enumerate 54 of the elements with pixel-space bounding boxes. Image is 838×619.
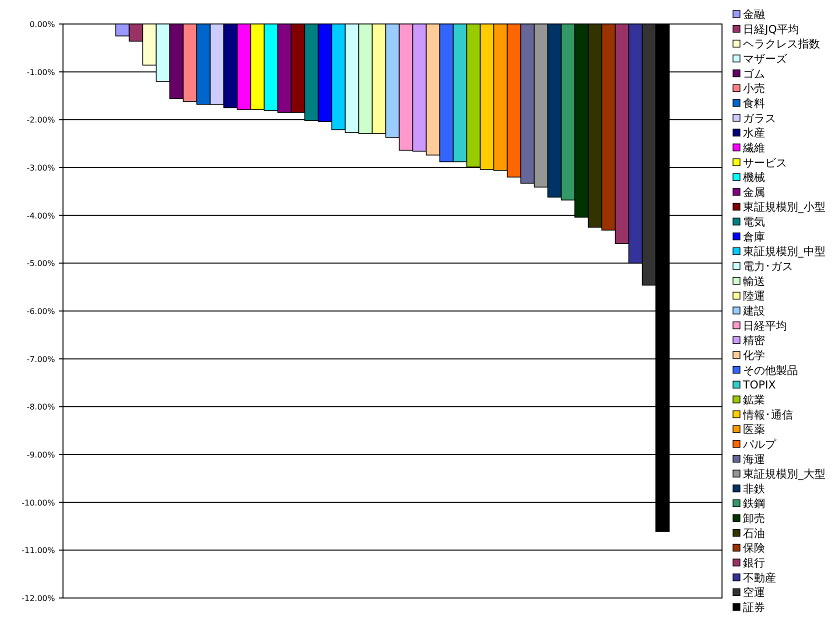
- legend-label: 建設: [742, 304, 765, 318]
- legend-label: 小売: [743, 82, 765, 96]
- legend-label: ゴム: [743, 67, 765, 80]
- y-tick-label: -11.00%: [22, 546, 56, 556]
- legend-label: 倉庫: [743, 230, 765, 244]
- legend-label: 輸送: [743, 274, 765, 288]
- legend-label: 電力･ガス: [743, 260, 793, 274]
- y-tick-label: 0.00%: [30, 20, 56, 29]
- y-tick-label: -12.00%: [22, 594, 56, 603]
- legend-label: 非鉄: [743, 482, 765, 496]
- legend-label: 東証規模別_大型: [743, 468, 826, 481]
- legend-label: 電気: [743, 216, 765, 229]
- legend-label: 情報･通信: [742, 408, 793, 422]
- legend-label: パルプ: [742, 438, 777, 451]
- legend-label: 精密: [743, 334, 765, 348]
- y-tick-label: -7.00%: [26, 354, 56, 364]
- legend-label: 保険: [743, 542, 765, 555]
- legend-label: 東証規模別_中型: [743, 245, 826, 258]
- legend-label: 繊維: [742, 141, 765, 154]
- y-tick-label: -10.00%: [22, 498, 56, 508]
- y-tick-label: -8.00%: [26, 402, 56, 412]
- legend-label: ヘラクレス指数: [743, 38, 820, 51]
- y-tick-label: -1.00%: [26, 68, 56, 77]
- y-tick-label: -6.00%: [26, 307, 56, 316]
- legend-label: 金融: [743, 8, 765, 21]
- legend-label: 水産: [743, 126, 765, 140]
- legend-label: 不動産: [743, 571, 776, 584]
- legend-label: 日経平均: [743, 319, 787, 332]
- legend-label: 日経JQ平均: [743, 22, 799, 36]
- legend-label: 医薬: [743, 423, 765, 436]
- legend-label: マザーズ: [743, 52, 788, 66]
- legend-label: サービス: [743, 156, 787, 170]
- y-tick-label: -4.00%: [26, 211, 56, 220]
- legend-label: TOPIX: [742, 378, 776, 392]
- legend-label: 陸運: [743, 290, 765, 303]
- y-tick-label: -9.00%: [26, 450, 56, 460]
- y-tick-label: -2.00%: [26, 116, 56, 125]
- legend-label: 空運: [743, 586, 765, 600]
- legend-label: 食料: [743, 96, 765, 110]
- legend-label: 化学: [743, 348, 765, 362]
- legend-label: 鉄鋼: [743, 497, 765, 510]
- y-tick-label: -3.00%: [26, 164, 56, 172]
- legend-label: 銀行: [743, 556, 765, 570]
- legend-label: 鉱業: [743, 393, 765, 406]
- y-tick-label: -5.00%: [26, 259, 56, 268]
- legend-label: 石油: [743, 526, 765, 540]
- legend-label: 機械: [743, 171, 765, 184]
- legend-label: 卸売: [743, 512, 765, 526]
- legend-label: 証券: [743, 601, 765, 614]
- legend-label: 海運: [743, 452, 765, 466]
- legend-label: 東証規模別_小型: [743, 200, 826, 214]
- legend-label: 金属: [743, 186, 765, 199]
- legend-label: ガラス: [743, 112, 776, 125]
- legend-label: その他製品: [743, 364, 798, 377]
